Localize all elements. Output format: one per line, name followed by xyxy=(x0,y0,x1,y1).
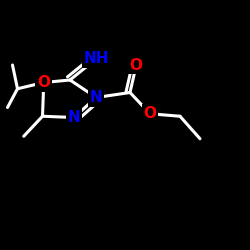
Text: N: N xyxy=(68,110,80,125)
Text: O: O xyxy=(144,106,156,121)
Text: O: O xyxy=(37,75,50,90)
Text: NH: NH xyxy=(84,51,109,66)
Text: N: N xyxy=(90,90,103,105)
Text: O: O xyxy=(130,58,143,72)
